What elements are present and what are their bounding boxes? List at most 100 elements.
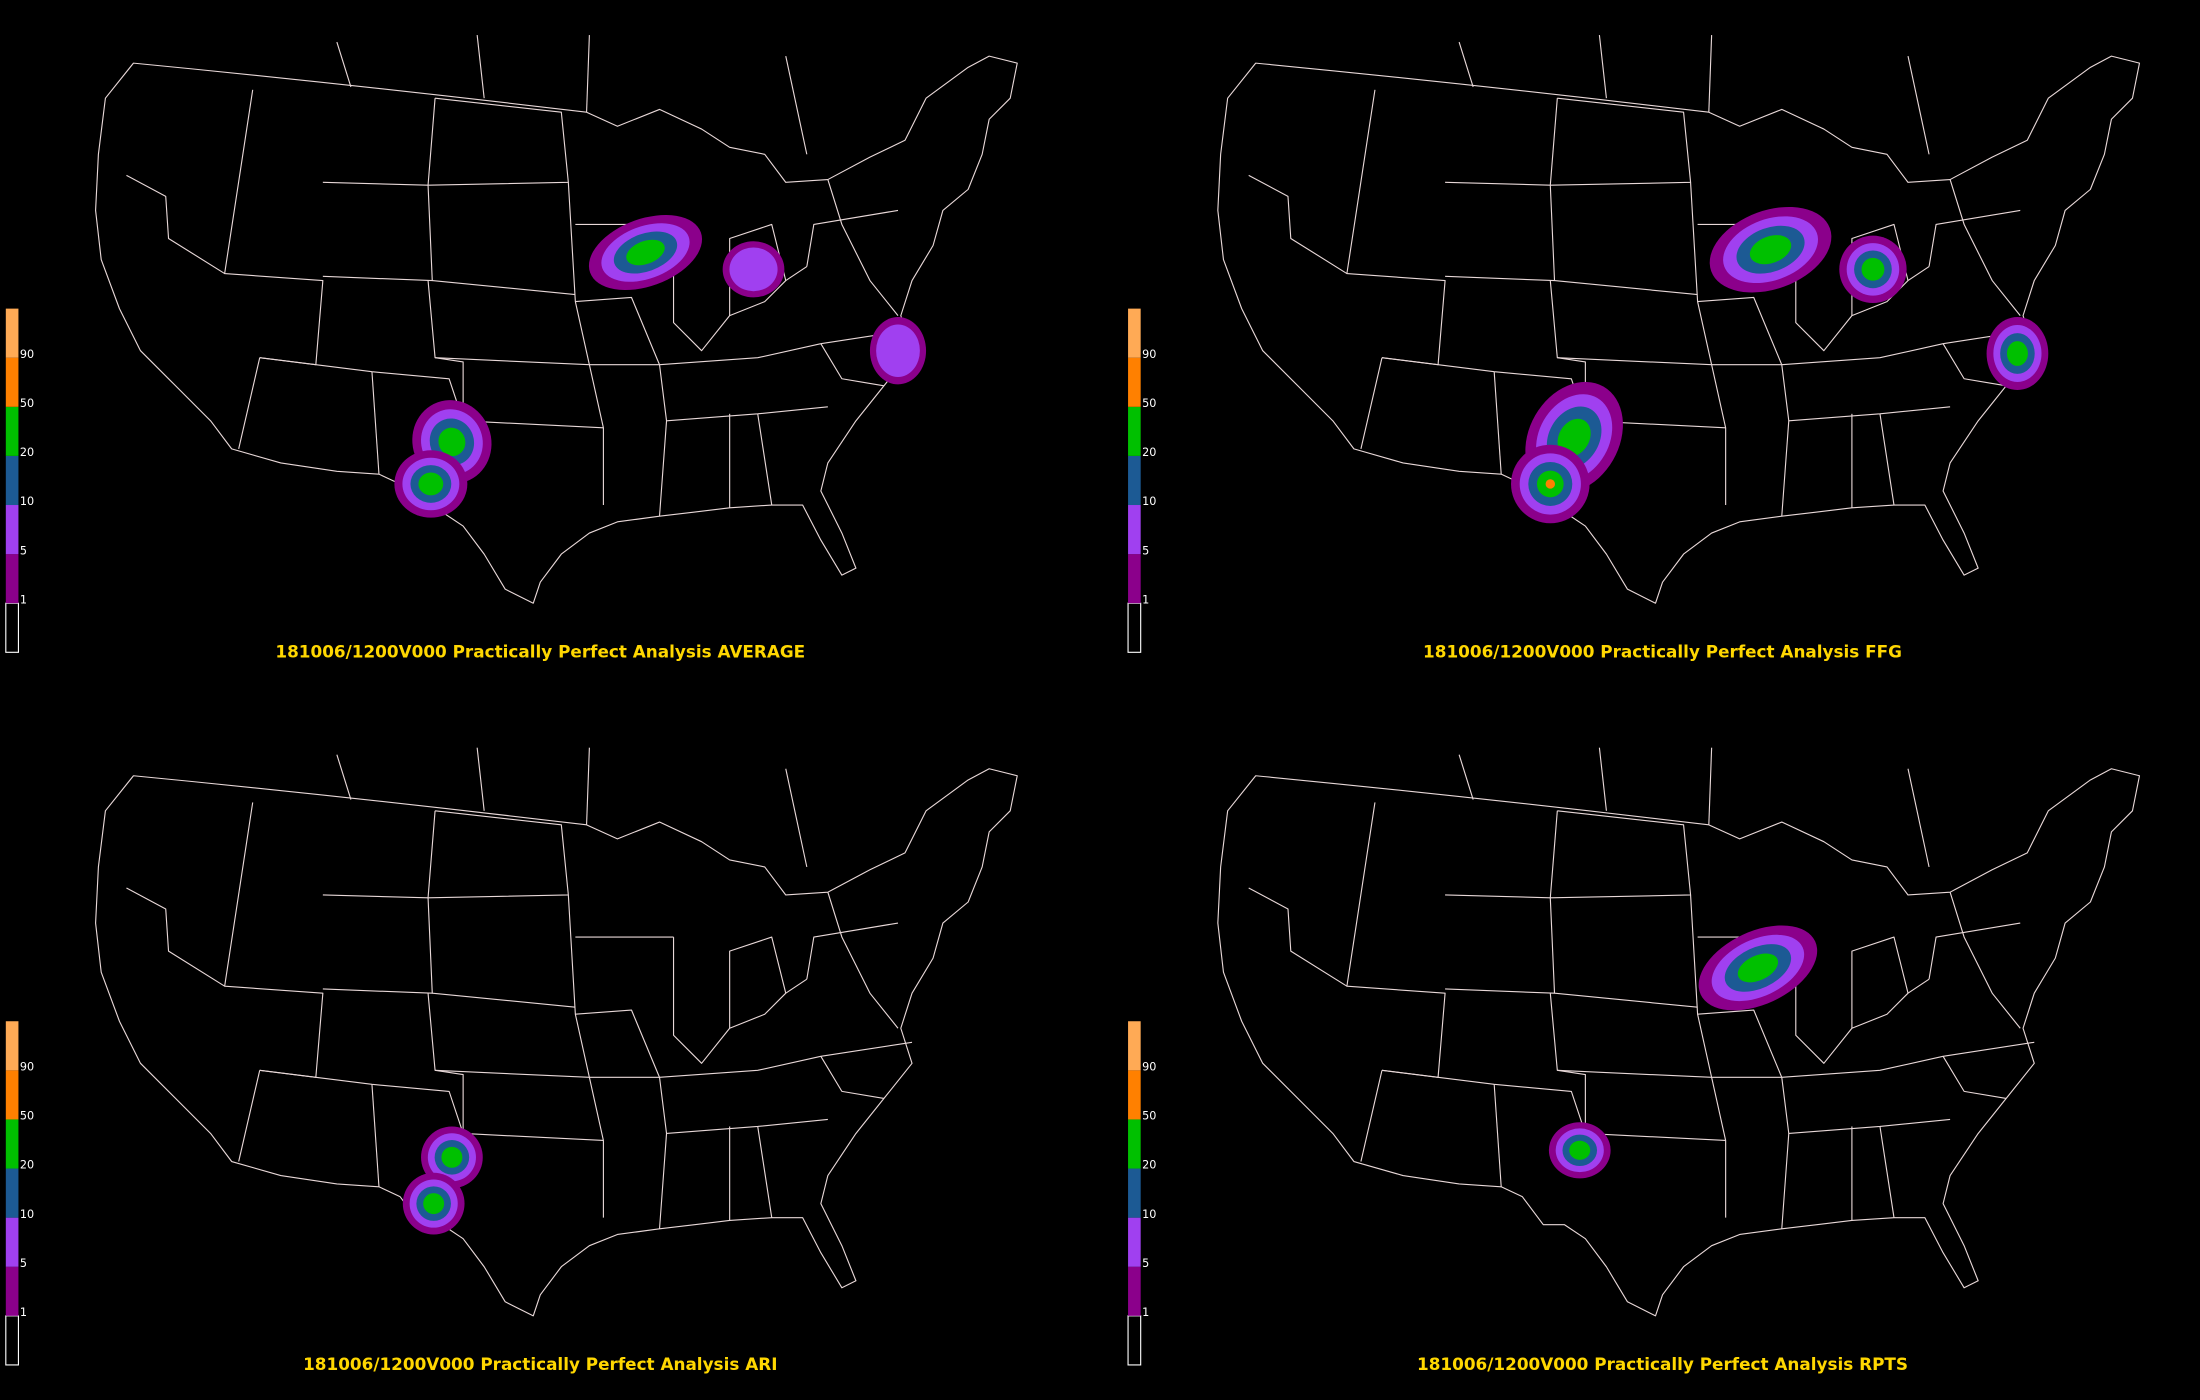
legend-label: 90 bbox=[1142, 1061, 1156, 1074]
state-border bbox=[1942, 343, 2007, 387]
state-border bbox=[1851, 936, 1909, 1029]
state-border bbox=[827, 179, 899, 316]
state-border bbox=[1445, 894, 1556, 994]
state-border bbox=[820, 1056, 885, 1099]
state-border bbox=[1458, 754, 1474, 800]
state-border bbox=[1708, 747, 1713, 825]
state-border bbox=[1445, 181, 1556, 282]
state-border bbox=[1697, 296, 1783, 365]
state-border bbox=[224, 89, 324, 366]
state-border bbox=[432, 992, 576, 1008]
legend-label: 1 bbox=[20, 593, 27, 606]
state-border bbox=[1711, 329, 2035, 366]
state-border bbox=[1879, 413, 1895, 506]
legend-swatch bbox=[1127, 602, 1142, 653]
probability-contour bbox=[729, 247, 778, 292]
legend-swatch bbox=[5, 357, 19, 407]
legend-swatch bbox=[1128, 406, 1141, 456]
state-border bbox=[729, 936, 787, 1029]
state-border bbox=[757, 1126, 773, 1218]
legend-label: 20 bbox=[1142, 1159, 1156, 1172]
state-border bbox=[126, 174, 225, 275]
state-border bbox=[672, 937, 808, 1064]
legend-label: 90 bbox=[20, 348, 34, 361]
legend-label: 50 bbox=[1142, 1110, 1156, 1123]
state-border bbox=[427, 810, 436, 898]
state-border bbox=[806, 209, 899, 267]
probability-contour bbox=[1861, 257, 1885, 281]
probability-contour bbox=[441, 1146, 463, 1168]
state-border bbox=[1458, 41, 1474, 88]
state-border bbox=[1360, 357, 1383, 450]
legend-swatch bbox=[5, 1070, 19, 1120]
probability-contour bbox=[1737, 953, 1779, 983]
legend-swatch bbox=[5, 1168, 19, 1218]
legend-swatch bbox=[5, 602, 19, 653]
probability-contour bbox=[1545, 479, 1556, 489]
legend-label: 1 bbox=[1142, 593, 1149, 606]
state-border bbox=[1928, 209, 2021, 267]
legend-label: 5 bbox=[20, 544, 27, 557]
state-border bbox=[1550, 810, 1692, 899]
legend-label: 1 bbox=[1142, 1306, 1149, 1319]
state-border bbox=[476, 35, 485, 99]
probability-contour bbox=[2006, 341, 2028, 366]
state-border bbox=[575, 296, 661, 365]
state-border bbox=[1949, 892, 2021, 1029]
legend-swatch bbox=[1128, 357, 1141, 407]
state-border bbox=[1907, 55, 1930, 155]
state-border bbox=[371, 371, 380, 475]
state-border bbox=[1493, 371, 1502, 475]
probability-contour bbox=[1749, 235, 1792, 265]
state-border bbox=[589, 329, 913, 366]
panel: 1 5 10 20 50 90 181006/1200V000 Practically Pe… bbox=[1127, 35, 2141, 661]
state-border bbox=[432, 280, 576, 296]
probability-contour bbox=[1557, 418, 1591, 457]
state-border bbox=[435, 357, 590, 366]
state-border bbox=[1781, 1077, 1790, 1229]
state-border bbox=[1907, 768, 1930, 868]
state-border bbox=[428, 97, 569, 186]
legend-swatch bbox=[5, 505, 19, 555]
legend-swatch bbox=[1128, 1070, 1141, 1120]
color-legend: 1 5 10 20 50 90 bbox=[5, 308, 34, 653]
state-border bbox=[1557, 357, 1712, 366]
state-border bbox=[322, 181, 433, 282]
legend-label: 50 bbox=[20, 1110, 34, 1123]
state-border bbox=[1549, 810, 1558, 898]
state-border bbox=[1598, 35, 1607, 99]
state-border bbox=[371, 1084, 380, 1187]
state-border bbox=[427, 993, 604, 1142]
state-border bbox=[1549, 280, 1726, 429]
state-border bbox=[806, 922, 899, 980]
state-border bbox=[820, 343, 885, 387]
state-border bbox=[586, 747, 590, 825]
state-border bbox=[1549, 98, 1558, 186]
probability-contour bbox=[1569, 1140, 1591, 1160]
probability-contour bbox=[438, 427, 466, 457]
state-border bbox=[658, 1077, 668, 1229]
legend-label: 5 bbox=[1142, 1257, 1149, 1270]
state-border bbox=[427, 98, 436, 186]
legend-swatch bbox=[5, 554, 19, 604]
color-legend: 1 5 10 20 50 90 bbox=[1127, 1021, 1156, 1366]
legend-swatch bbox=[5, 308, 19, 358]
state-border bbox=[1549, 993, 1726, 1142]
state-border bbox=[1697, 1009, 1783, 1078]
probability-contour bbox=[418, 472, 444, 496]
state-border bbox=[1557, 1069, 1712, 1078]
panel-title: 181006/1200V000 Practically Perfect Anal… bbox=[1417, 1354, 1908, 1374]
legend-label: 20 bbox=[20, 446, 34, 459]
legend-swatch bbox=[5, 1217, 19, 1267]
state-border bbox=[575, 1009, 661, 1078]
legend-label: 90 bbox=[20, 1061, 34, 1074]
state-border bbox=[1248, 887, 1348, 987]
legend-swatch bbox=[1128, 1021, 1141, 1071]
legend-swatch bbox=[1128, 308, 1141, 358]
state-border bbox=[1781, 364, 1790, 517]
panel-title: 181006/1200V000 Practically Perfect Anal… bbox=[1423, 641, 1902, 661]
legend-swatch bbox=[1128, 455, 1141, 506]
state-border bbox=[567, 894, 604, 1218]
probability-contour bbox=[423, 1193, 445, 1215]
